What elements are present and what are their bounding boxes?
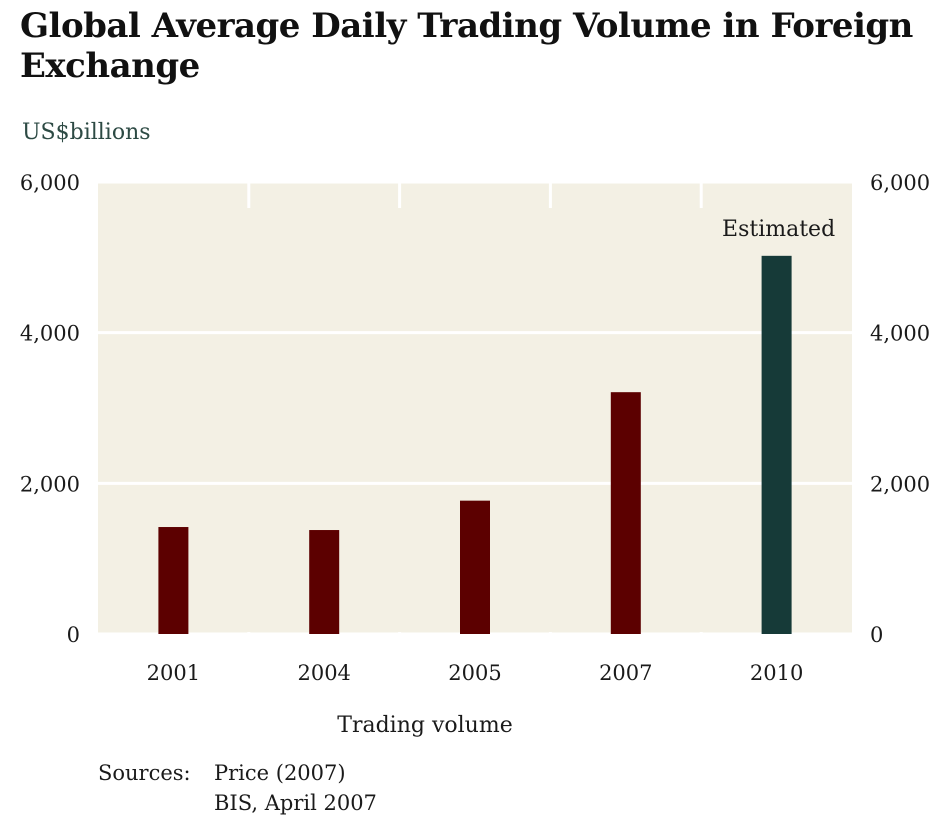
x-tick-label: 2005 bbox=[448, 661, 501, 685]
unit-label: US$billions bbox=[22, 120, 151, 145]
bar-2004 bbox=[309, 530, 340, 634]
grid-layer bbox=[98, 180, 852, 636]
bar-2005 bbox=[460, 500, 490, 634]
sources-label: Sources: bbox=[98, 761, 191, 785]
y-tick-label-left: 0 bbox=[67, 623, 80, 647]
x-tick-label: 2001 bbox=[147, 661, 200, 685]
chart-title: Global Average Daily Trading Volume in F… bbox=[20, 6, 913, 86]
estimated-annotation: Estimated bbox=[722, 217, 835, 242]
y-axis-right: 0 2,000 4,000 6,000 bbox=[870, 171, 930, 647]
bar-2007 bbox=[610, 392, 641, 634]
source-item: Price (2007) bbox=[214, 761, 346, 785]
bar-2010 bbox=[761, 255, 792, 634]
bar-2001 bbox=[158, 527, 189, 634]
bars bbox=[158, 255, 792, 634]
x-tick-label: 2004 bbox=[297, 661, 350, 685]
y-axis-left: 0 2,000 4,000 6,000 bbox=[20, 171, 80, 647]
source-item: BIS, April 2007 bbox=[214, 791, 377, 815]
y-tick-label-left: 2,000 bbox=[20, 472, 80, 496]
y-tick-label-right: 2,000 bbox=[870, 472, 930, 496]
y-tick-label-right: 6,000 bbox=[870, 171, 930, 195]
y-tick-label-left: 6,000 bbox=[20, 171, 80, 195]
x-axis-label: Trading volume bbox=[337, 713, 512, 738]
y-tick-label-left: 4,000 bbox=[20, 322, 80, 346]
x-tick-label: 2010 bbox=[750, 661, 803, 685]
y-tick-label-right: 0 bbox=[870, 623, 883, 647]
x-axis: 2001 2004 2005 2007 2010 bbox=[147, 661, 804, 685]
x-tick-label: 2007 bbox=[599, 661, 652, 685]
y-tick-label-right: 4,000 bbox=[870, 322, 930, 346]
